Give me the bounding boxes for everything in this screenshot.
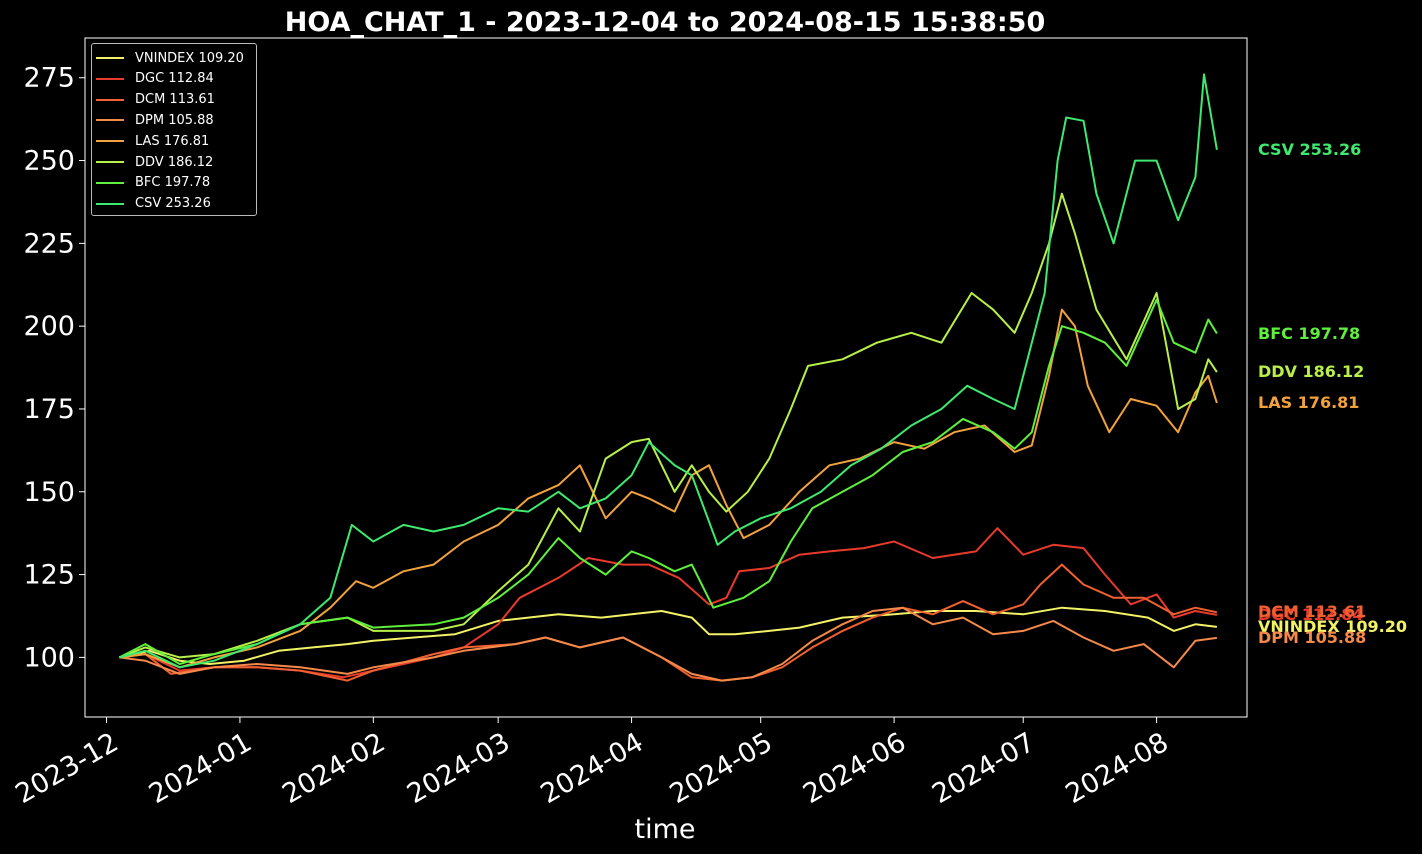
- legend-item-bfc: BFC 197.78: [96, 173, 210, 193]
- end-label-ddv: DDV 186.12: [1258, 362, 1365, 382]
- legend-item-vnindex: VNINDEX 109.20: [96, 48, 244, 68]
- chart-title: HOA_CHAT_1 - 2023-12-04 to 2024-08-15 15…: [285, 7, 1046, 38]
- y-tick-label: 150: [23, 477, 75, 508]
- legend-item-ddv: DDV 186.12: [96, 152, 213, 172]
- series-line-las: [119, 308, 1218, 669]
- x-tick-label: 2024-02: [277, 727, 390, 810]
- series-line-vnindex: [119, 606, 1218, 665]
- legend-item-las: LAS 176.81: [96, 131, 209, 151]
- x-tick-label: 2024-08: [1061, 727, 1174, 810]
- legend-swatch: [96, 202, 124, 205]
- y-tick-label: 200: [23, 311, 75, 342]
- x-axis-label: time: [634, 814, 695, 845]
- end-label-dgc: DGC 112.84: [1258, 604, 1364, 624]
- series-layer: [118, 73, 1218, 682]
- series-line-csv: [119, 73, 1218, 669]
- x-tick-label: 2024-07: [927, 727, 1040, 810]
- end-label-csv: CSV 253.26: [1258, 139, 1362, 159]
- legend-swatch: [96, 77, 124, 80]
- legend-label: CSV 253.26: [135, 196, 211, 212]
- x-tick-label: 2024-01: [144, 727, 257, 810]
- legend-label: BFC 197.78: [135, 175, 211, 191]
- end-label-bfc: BFC 197.78: [1258, 323, 1361, 343]
- legend-label: VNINDEX 109.20: [135, 50, 244, 66]
- y-tick-label: 175: [23, 394, 75, 425]
- legend-label: DCM 113.61: [135, 92, 215, 108]
- legend: VNINDEX 109.20 DGC 112.84 DCM 113.61 DPM 10…: [91, 43, 257, 216]
- y-tick-label: 225: [23, 228, 75, 259]
- legend-label: DGC 112.84: [135, 71, 214, 87]
- x-tick-label: 2024-03: [402, 727, 515, 810]
- legend-label: DDV 186.12: [135, 154, 214, 170]
- legend-swatch: [96, 57, 124, 59]
- y-tick-label: 275: [23, 63, 75, 94]
- legend-label: LAS 176.81: [135, 133, 210, 149]
- legend-swatch: [96, 181, 124, 184]
- series-line-dgc: [119, 527, 1218, 679]
- legend-item-csv: CSV 253.26: [96, 194, 211, 214]
- end-label-dpm: DPM 105.88: [1258, 627, 1367, 647]
- y-tick-label: 100: [23, 642, 75, 673]
- y-axis: 100 125 150 175 200 225 250 275: [23, 63, 85, 673]
- x-axis: 2023-12 2024-01 2024-02 2024-03 2024-04 2024-…: [10, 717, 1174, 810]
- series-line-dcm: [119, 563, 1218, 682]
- series-line-dpm: [119, 606, 1218, 682]
- series-line-ddv: [119, 192, 1218, 659]
- legend-swatch: [96, 119, 124, 122]
- end-label-vnindex: VNINDEX 109.20: [1258, 616, 1407, 636]
- legend-swatch: [96, 161, 124, 163]
- y-tick-label: 250: [23, 146, 75, 177]
- x-tick-label: 2024-06: [798, 727, 911, 810]
- x-tick-label: 2024-05: [665, 727, 778, 810]
- x-tick-label: 2024-04: [535, 727, 648, 810]
- plot-area: [84, 37, 1248, 718]
- y-tick-label: 125: [23, 560, 75, 591]
- legend-label: DPM 105.88: [135, 112, 214, 128]
- legend-swatch: [96, 140, 124, 143]
- legend-item-dcm: DCM 113.61: [96, 90, 215, 110]
- end-label-dcm: DCM 113.61: [1258, 602, 1367, 622]
- series-line-bfc: [118, 298, 1218, 665]
- legend-swatch: [96, 98, 124, 101]
- x-tick-label: 2023-12: [10, 727, 123, 810]
- legend-item-dpm: DPM 105.88: [96, 110, 214, 130]
- end-label-las: LAS 176.81: [1258, 392, 1360, 412]
- legend-item-dgc: DGC 112.84: [96, 69, 214, 89]
